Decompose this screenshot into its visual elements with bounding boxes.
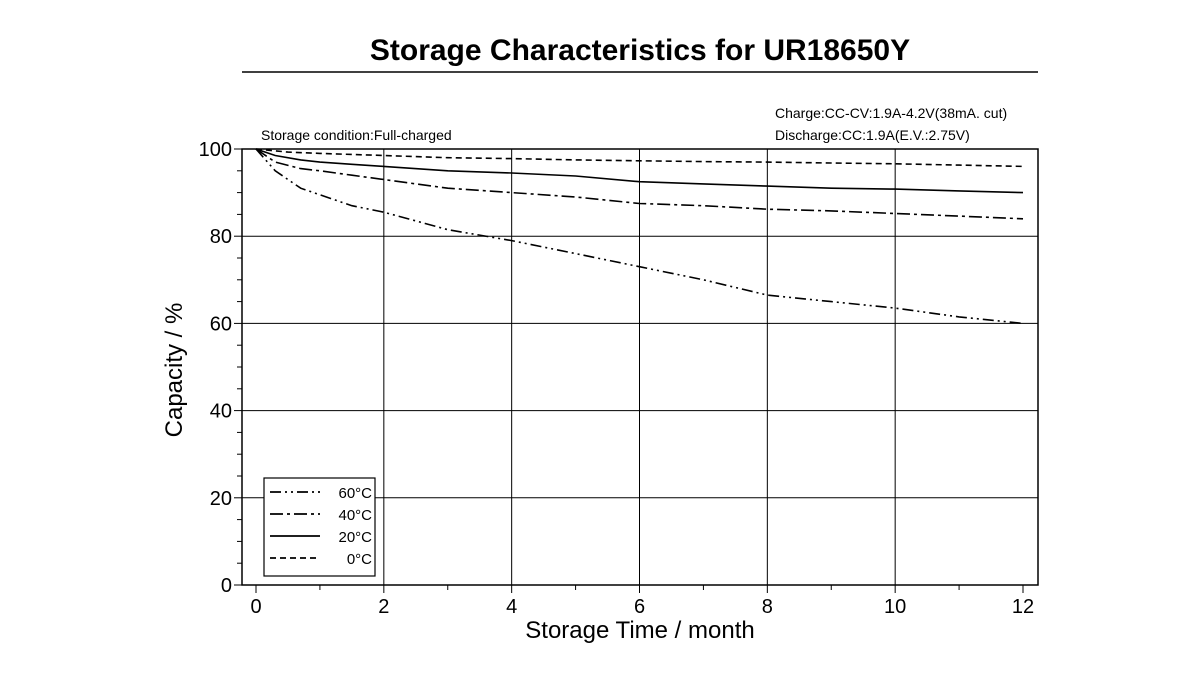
x-axis-label: Storage Time / month (525, 617, 754, 644)
plot-area-frame (241, 148, 1039, 586)
storage-condition-note: Storage condition:Full-charged (261, 127, 452, 143)
y-tick-labels: 0 20 40 60 80 100 (199, 139, 232, 597)
data-series (255, 148, 1024, 325)
y-tick-label: 20 (210, 488, 232, 510)
y-tick-label: 100 (199, 139, 232, 161)
y-axis-label: Capacity / % (161, 303, 188, 438)
x-tick-labels: 0 2 4 6 8 10 12 (250, 596, 1034, 618)
x-tick-label: 6 (634, 596, 645, 618)
x-tick-label: 10 (884, 596, 906, 618)
y-tick-label: 0 (221, 575, 232, 597)
legend-label: 20°C (338, 529, 372, 546)
series-line-20CC (255, 148, 1024, 194)
legend-label: 0°C (347, 551, 372, 568)
series-line-60CC (255, 148, 1024, 325)
x-tick-label: 4 (506, 596, 517, 618)
discharge-condition-note: Discharge:CC:1.9A(E.V.:2.75V) (775, 127, 970, 143)
y-tick-label: 40 (210, 401, 232, 423)
chart-title: Storage Characteristics for UR18650Y (370, 34, 910, 67)
legend: 60°C 40°C 20°C 0°C (263, 477, 376, 577)
y-tick-label: 80 (210, 226, 232, 248)
legend-box (263, 477, 376, 577)
x-tick-label: 8 (762, 596, 773, 618)
series-line-0CC (255, 148, 1024, 168)
series-line-40CC (255, 148, 1024, 220)
charge-condition-note: Charge:CC-CV:1.9A-4.2V(38mA. cut) (775, 105, 1007, 121)
legend-label: 60°C (338, 485, 372, 502)
legend-label: 40°C (338, 507, 372, 524)
x-tick-label: 0 (250, 596, 261, 618)
x-tick-label: 2 (378, 596, 389, 618)
y-tick-label: 60 (210, 313, 232, 335)
x-tick-label: 12 (1012, 596, 1034, 618)
axis-ticks (234, 148, 1024, 593)
